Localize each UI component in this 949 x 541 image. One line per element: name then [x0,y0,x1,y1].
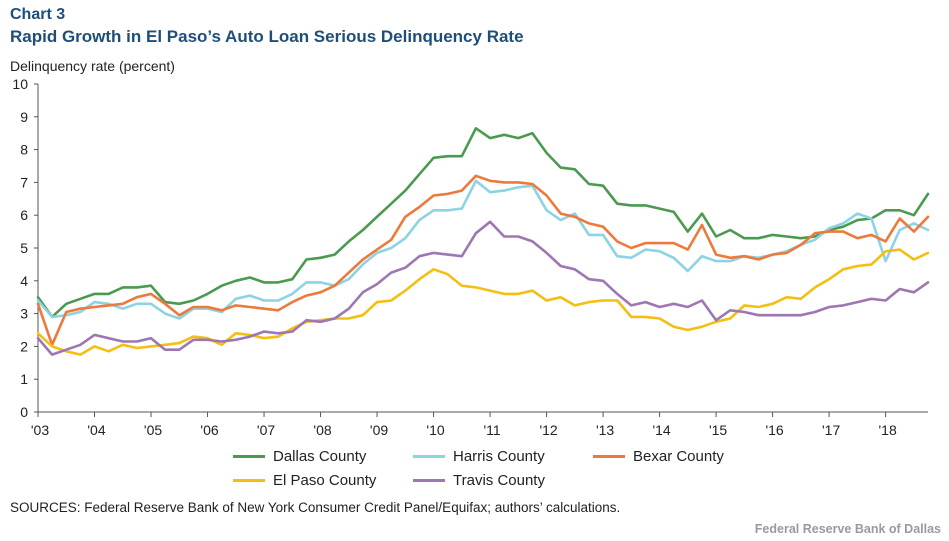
y-axis-label: Delinquency rate (percent) [10,58,175,74]
y-tick-label: 8 [20,142,28,158]
x-tick-label: '18 [878,422,896,438]
y-tick-label: 5 [20,240,28,256]
y-tick-label: 4 [20,273,28,289]
series-lines [36,127,930,356]
x-tick-label: '09 [370,422,388,438]
source-note: SOURCES: Federal Reserve Bank of New Yor… [10,500,621,515]
x-tick-label: '12 [539,422,557,438]
x-tick-label: '14 [652,422,670,438]
x-tick-label: '05 [144,422,162,438]
x-tick-label: '16 [765,422,783,438]
series-line-bexar [36,174,930,347]
y-tick-label: 10 [12,76,28,92]
chart-title: Rapid Growth in El Paso’s Auto Loan Seri… [10,27,524,46]
series-line-el-paso [36,248,930,356]
y-tick-label: 0 [20,404,28,420]
axes: 0 1 2 3 4 5 6 7 8 9 10 '03 '04 '05 '06 '07 '08 '09 '10 '11 '… [12,76,928,438]
x-tick-label: '10 [426,422,444,438]
footer-credit: Federal Reserve Bank of Dallas [754,522,941,536]
x-tick-label: '07 [257,422,275,438]
x-tick-label: '06 [200,422,218,438]
x-tick-label: '04 [87,422,105,438]
x-tick-label: '17 [822,422,840,438]
series-line-travis [36,220,930,356]
x-tick-label: '08 [313,422,331,438]
y-tick-label: 6 [20,207,28,223]
x-tick-label: '15 [709,422,727,438]
x-tick-label: '13 [596,422,614,438]
chart-number: Chart 3 [10,6,66,23]
x-tick-label: '03 [31,422,49,438]
y-tick-label: 3 [20,306,28,322]
y-tick-label: 7 [20,174,28,190]
y-tick-label: 1 [20,371,28,387]
y-tick-label: 9 [20,109,28,125]
series-line-dallas [36,127,930,319]
y-tick-label: 2 [20,338,28,354]
x-tick-label: '11 [483,422,500,438]
